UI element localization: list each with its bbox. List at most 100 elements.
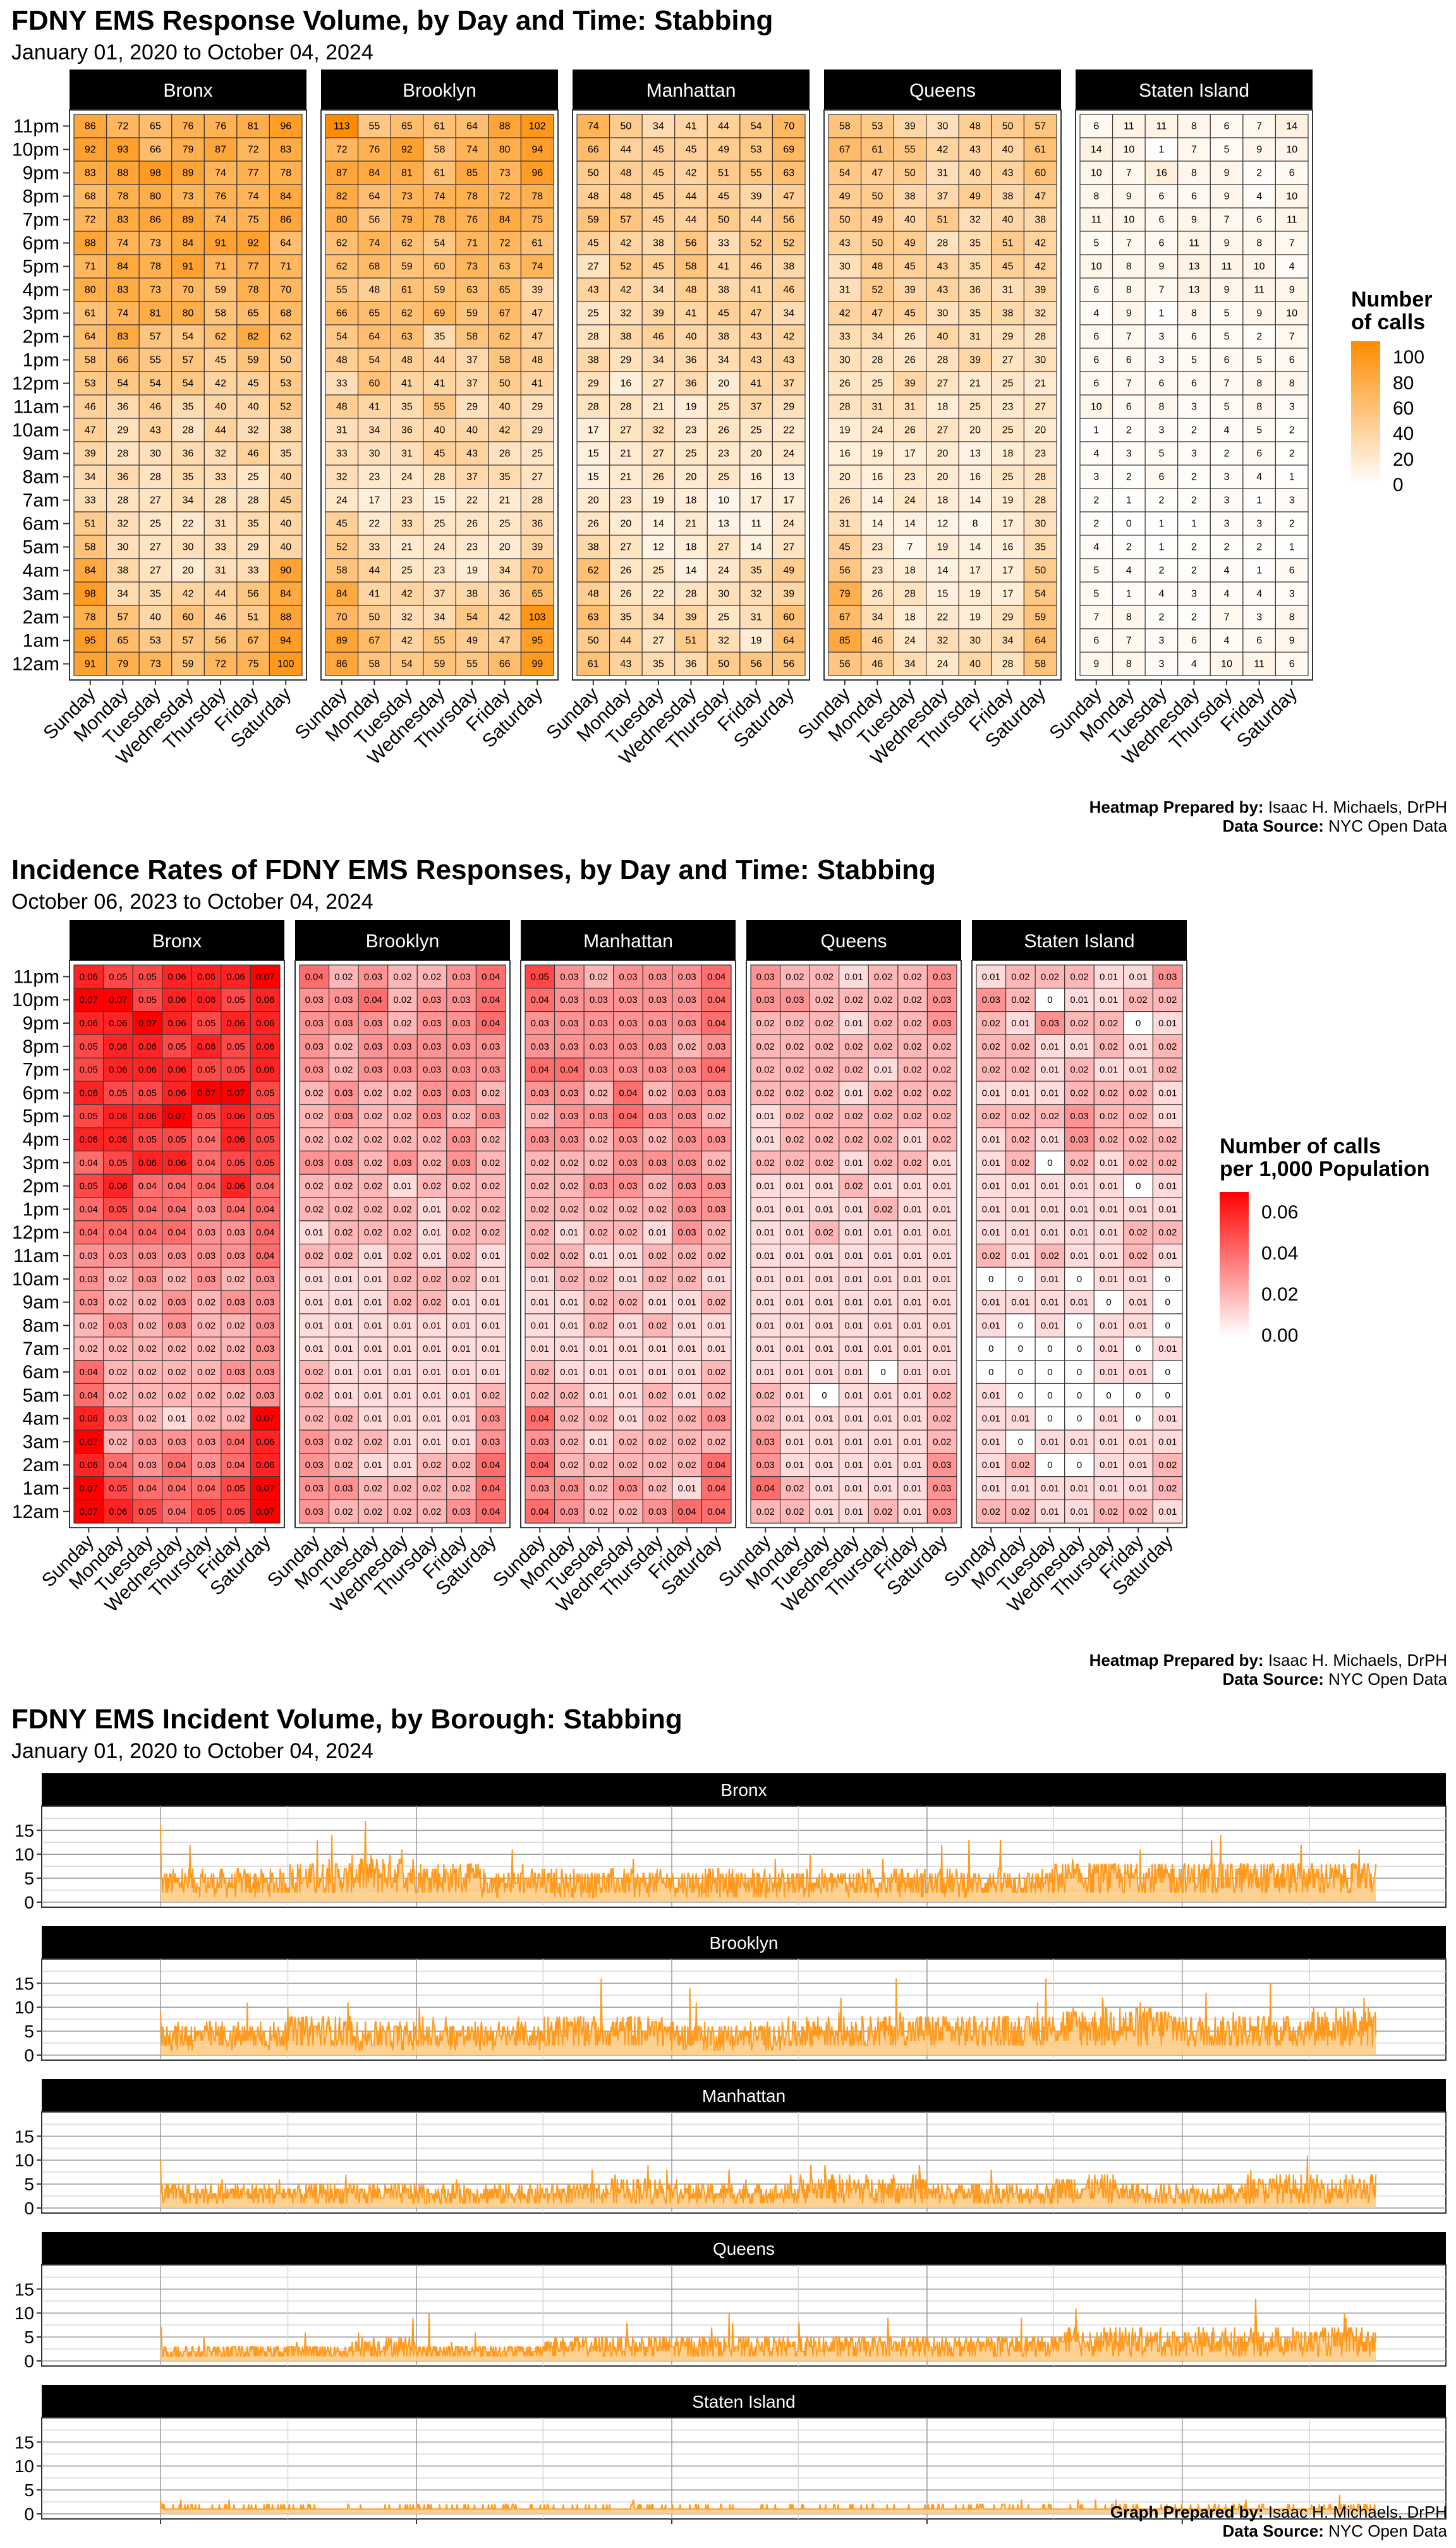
cell-value-label: 0.05: [197, 1065, 215, 1076]
cell-value-label: 0.05: [138, 1507, 157, 1517]
cell-value-label: 0.01: [844, 1390, 863, 1401]
cell-value-label: 8: [1126, 659, 1132, 670]
cell-value-label: 58: [839, 121, 851, 132]
heatmap-cell: [674, 628, 708, 653]
cell-value-label: 0.02: [707, 1251, 725, 1261]
cell-value-label: 34: [871, 332, 883, 343]
heatmap-cell: [554, 1197, 585, 1222]
cell-value-label: 32: [751, 589, 762, 600]
cell-value-label: 0.06: [256, 1436, 274, 1447]
cell-value-label: 0.04: [707, 1483, 725, 1494]
cell-value-label: 0.02: [109, 1367, 127, 1378]
heatmap-cell: [926, 1034, 957, 1059]
cell-value-label: 0.02: [334, 1204, 353, 1215]
cell-value-label: 17: [1002, 566, 1014, 576]
heatmap-cell: [609, 652, 643, 676]
heatmap-cell: [325, 535, 359, 559]
facet-label: Brooklyn: [366, 931, 440, 952]
heatmap-cell: [387, 1313, 418, 1338]
cell-value-label: 0.02: [138, 1320, 157, 1331]
cell-value-label: 0.02: [619, 1436, 637, 1447]
cell-value-label: 63: [466, 285, 478, 296]
cell-value-label: 31: [937, 168, 949, 179]
cell-value-label: 25: [531, 449, 543, 459]
heatmap-cell: [446, 1266, 477, 1291]
heatmap-cell: [357, 137, 391, 162]
heatmap-cell: [1210, 394, 1244, 419]
cell-value-label: 56: [783, 659, 794, 670]
heatmap-cell: [488, 137, 522, 162]
heatmap-cell: [868, 1057, 899, 1082]
figure-title: FDNY EMS Incident Volume, by Borough: St…: [11, 1704, 682, 1735]
cell-value-label: 0.01: [756, 1111, 775, 1122]
cell-value-label: 42: [215, 379, 226, 389]
heatmap-cell: [525, 1220, 555, 1245]
heatmap-cell: [576, 558, 610, 583]
heatmap-cell: [73, 418, 107, 442]
heatmap-cell: [299, 1197, 330, 1222]
cell-value-label: 39: [751, 191, 762, 202]
cell-value-label: 0.04: [482, 995, 500, 1005]
cell-value-label: 0.02: [648, 1483, 667, 1494]
cell-value-label: 42: [1034, 262, 1046, 272]
cell-value-label: 61: [1034, 145, 1046, 155]
cell-value-label: 0.03: [197, 1460, 215, 1471]
cell-value-label: 70: [783, 121, 794, 132]
cell-value-label: 48: [531, 355, 543, 366]
cell-value-label: 0.03: [482, 1111, 500, 1122]
heatmap-cell: [73, 324, 107, 349]
cell-value-label: 0.01: [874, 1181, 892, 1192]
cell-value-label: 0.03: [707, 1041, 725, 1052]
cell-value-label: 0.01: [305, 1227, 324, 1238]
heatmap-cell: [475, 1081, 506, 1105]
heatmap-cell: [1177, 277, 1211, 302]
heatmap-cell: [525, 1243, 555, 1268]
cell-value-label: 7: [907, 542, 913, 553]
cell-value-label: 0.01: [678, 1297, 696, 1308]
cell-value-label: 6: [1191, 332, 1197, 343]
cell-value-label: 0.01: [452, 1320, 471, 1331]
cell-value-label: 0.02: [80, 1320, 98, 1331]
cell-value-label: 26: [653, 472, 664, 483]
heatmap-cell: [1064, 988, 1095, 1012]
cell-value-label: 0.02: [167, 1367, 186, 1378]
cell-value-label: 40: [969, 168, 981, 179]
cell-value-label: 0.02: [904, 1018, 922, 1029]
heatmap-cell: [750, 1220, 781, 1245]
cell-value-label: 18: [937, 495, 949, 506]
heatmap-cell: [387, 1499, 418, 1524]
cell-value-label: 0.02: [648, 1414, 667, 1424]
heatmap-cell: [250, 1011, 281, 1036]
cell-value-label: 0.05: [80, 1065, 98, 1076]
heatmap-cell: [102, 1057, 133, 1082]
cell-value-label: 0.04: [707, 995, 725, 1005]
heatmap-cell: [897, 964, 928, 989]
cell-value-label: 0.03: [227, 1297, 245, 1308]
cell-value-label: 26: [871, 589, 883, 600]
heatmap-cell: [641, 511, 676, 536]
heatmap-cell: [828, 184, 862, 209]
cell-value-label: 27: [937, 425, 949, 436]
cell-value-label: 98: [150, 168, 161, 179]
cell-value-label: 0.04: [707, 1507, 725, 1517]
cell-value-label: 0.02: [786, 1507, 804, 1517]
heatmap-cell: [325, 581, 359, 606]
heatmap-cell: [328, 1127, 359, 1152]
heatmap-cell: [1210, 161, 1244, 185]
cell-value-label: 0.02: [590, 1414, 608, 1424]
y-tick-label: 5am: [23, 537, 59, 558]
heatmap-cell: [73, 114, 107, 138]
cell-value-label: 0.02: [678, 1414, 696, 1424]
cell-value-label: 0.02: [619, 1227, 637, 1238]
cell-value-label: 17: [1002, 589, 1014, 600]
cell-value-label: 77: [248, 168, 259, 179]
cell-value-label: 2: [1093, 495, 1099, 506]
heatmap-cell: [1242, 418, 1277, 442]
heatmap-cell: [642, 1406, 673, 1431]
heatmap-cell: [236, 535, 270, 559]
heatmap-cell: [1144, 371, 1179, 396]
cell-value-label: 0.05: [256, 1111, 274, 1122]
heatmap-cell: [868, 1220, 899, 1245]
heatmap-cell: [1005, 1429, 1036, 1454]
heatmap-cell: [520, 488, 554, 513]
